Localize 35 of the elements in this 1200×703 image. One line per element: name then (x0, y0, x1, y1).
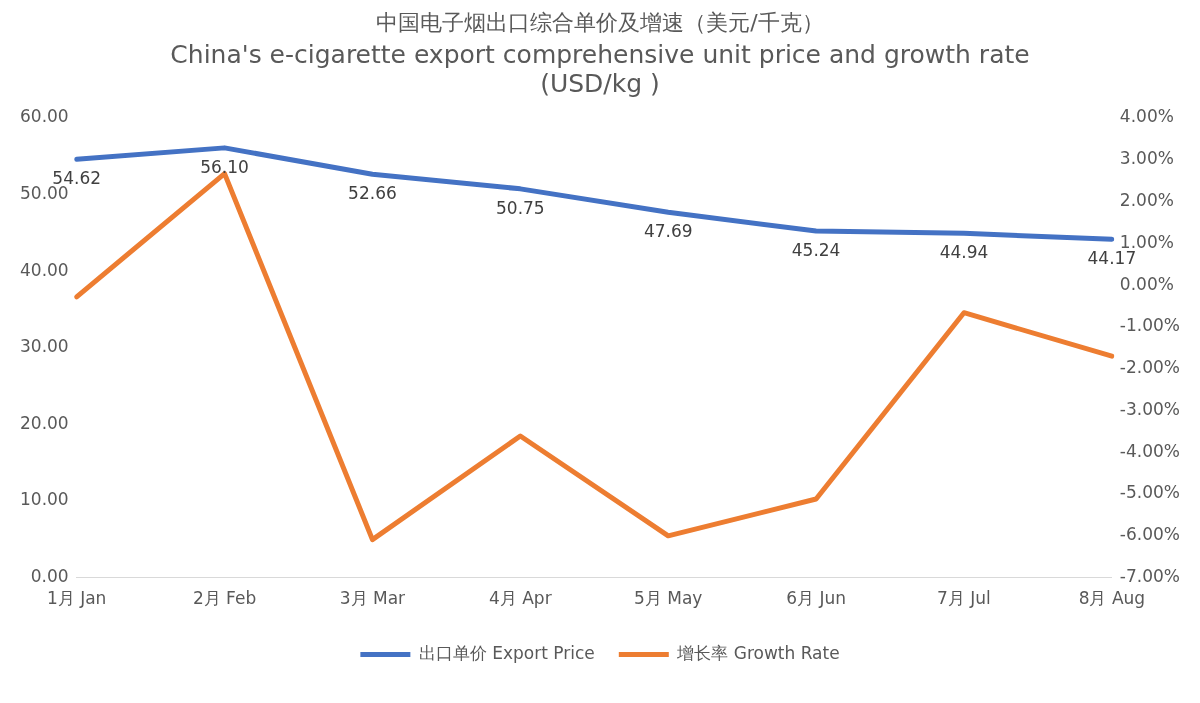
data-label: 45.24 (791, 239, 841, 260)
data-label: 50.75 (495, 197, 545, 218)
y2-tick-label: 4.00% (1119, 106, 1174, 127)
y-tick-label: 0.00 (30, 566, 69, 587)
x-tick-label: 3月 Mar (339, 588, 406, 609)
y2-tick-label: 3.00% (1119, 148, 1174, 169)
y-tick-label: 40.00 (20, 259, 69, 280)
data-label: 47.69 (643, 221, 693, 242)
chart-subtitle: China's e-cigarette export comprehensive unit price and growth rate (USD/kg ) (169, 40, 1031, 98)
x-tick-label: 7月 Jul (937, 588, 991, 609)
data-label: 44.94 (939, 242, 989, 263)
chart-title: 中国电子烟出口综合单价及增速（美元/千克） (375, 9, 825, 37)
y-tick-label: 20.00 (20, 412, 69, 433)
y-tick-label: 60.00 (20, 106, 69, 127)
data-label: 52.66 (348, 183, 397, 204)
x-tick-label: 1月 Jan (46, 588, 107, 609)
x-tick-label: 4月 Apr (489, 588, 552, 609)
x-tick-label: 8月 Aug (1078, 588, 1146, 609)
x-tick-label: 6月 Jun (786, 588, 846, 609)
data-label: 56.10 (200, 156, 249, 177)
y-tick-label: 30.00 (20, 336, 69, 357)
y2-tick-label: -7.00% (1119, 566, 1180, 587)
y2-tick-label: -1.00% (1119, 315, 1180, 336)
y2-tick-label: 2.00% (1119, 189, 1174, 210)
x-tick-label: 2月 Feb (192, 588, 257, 609)
x-tick-label: 5月 May (634, 588, 703, 609)
y-tick-label: 10.00 (20, 489, 69, 510)
y2-tick-label: -5.00% (1119, 482, 1180, 503)
legend-label: 出口单价 Export Price (418, 642, 595, 663)
y2-tick-label: 0.00% (1119, 273, 1174, 294)
y2-tick-label: -2.00% (1119, 357, 1180, 378)
legend-label: 增长率 Growth Rate (676, 642, 840, 663)
y2-tick-label: -6.00% (1119, 524, 1180, 545)
y2-tick-label: -4.00% (1119, 440, 1180, 461)
y2-tick-label: -3.00% (1119, 398, 1180, 419)
